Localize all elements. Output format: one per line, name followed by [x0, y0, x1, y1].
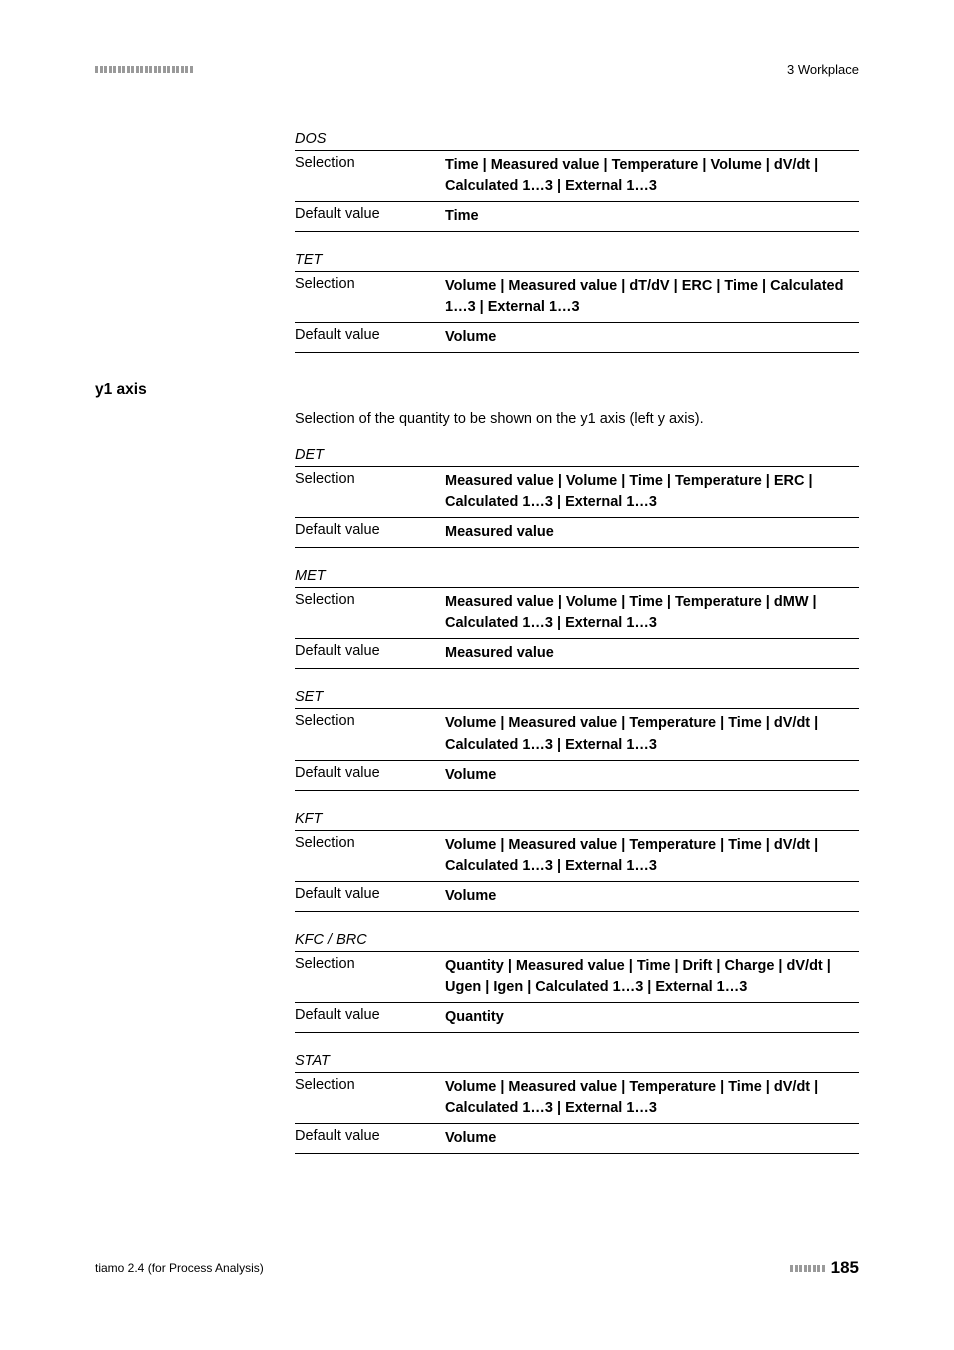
- divider: [295, 352, 859, 353]
- selection-label: Selection: [295, 592, 445, 608]
- selection-value: Time | Measured value | Temperature | Vo…: [445, 155, 859, 197]
- selection-label: Selection: [295, 956, 445, 972]
- page-header: 3 Workplace: [95, 62, 859, 77]
- section-description: Selection of the quantity to be shown on…: [295, 409, 859, 429]
- mode-label: MET: [295, 568, 859, 584]
- selection-value: Quantity | Measured value | Time | Drift…: [445, 956, 859, 998]
- mode-label: STAT: [295, 1053, 859, 1069]
- divider: [295, 1032, 859, 1033]
- selection-value: Volume | Measured value | Temperature | …: [445, 713, 859, 755]
- selection-label: Selection: [295, 835, 445, 851]
- block-kfc-brc: KFC / BRC Selection Quantity | Measured …: [295, 932, 859, 1033]
- selection-value: Volume | Measured value | dT/dV | ERC | …: [445, 276, 859, 318]
- mode-label: DET: [295, 447, 859, 463]
- default-label: Default value: [295, 765, 445, 781]
- divider: [295, 231, 859, 232]
- divider: [295, 790, 859, 791]
- default-label: Default value: [295, 1007, 445, 1023]
- default-value: Measured value: [445, 522, 859, 543]
- default-label: Default value: [295, 522, 445, 538]
- default-value: Volume: [445, 765, 859, 786]
- default-value: Quantity: [445, 1007, 859, 1028]
- block-stat: STAT Selection Volume | Measured value |…: [295, 1053, 859, 1154]
- selection-label: Selection: [295, 155, 445, 171]
- mode-label: SET: [295, 689, 859, 705]
- default-value: Volume: [445, 327, 859, 348]
- selection-label: Selection: [295, 471, 445, 487]
- block-met: MET Selection Measured value | Volume | …: [295, 568, 859, 669]
- section-heading-y1: y1 axis: [95, 381, 295, 399]
- divider: [295, 547, 859, 548]
- page-footer: tiamo 2.4 (for Process Analysis) 185: [95, 1258, 859, 1278]
- block-det: DET Selection Measured value | Volume | …: [295, 447, 859, 548]
- default-label: Default value: [295, 643, 445, 659]
- default-value: Time: [445, 206, 859, 227]
- selection-label: Selection: [295, 713, 445, 729]
- header-title: 3 Workplace: [787, 62, 859, 77]
- default-label: Default value: [295, 206, 445, 222]
- default-value: Volume: [445, 886, 859, 907]
- mode-label: DOS: [295, 131, 859, 147]
- block-tet: TET Selection Volume | Measured value | …: [295, 252, 859, 353]
- mode-label: KFC / BRC: [295, 932, 859, 948]
- page-number: 185: [831, 1258, 859, 1278]
- mode-label: TET: [295, 252, 859, 268]
- default-label: Default value: [295, 886, 445, 902]
- footer-left-text: tiamo 2.4 (for Process Analysis): [95, 1261, 264, 1275]
- decor-dashes-left: [95, 66, 193, 73]
- divider: [295, 1153, 859, 1154]
- divider: [295, 668, 859, 669]
- default-value: Measured value: [445, 643, 859, 664]
- block-dos: DOS Selection Time | Measured value | Te…: [295, 131, 859, 232]
- decor-dashes-right: [790, 1265, 825, 1272]
- selection-value: Measured value | Volume | Time | Tempera…: [445, 471, 859, 513]
- default-label: Default value: [295, 1128, 445, 1144]
- default-value: Volume: [445, 1128, 859, 1149]
- selection-value: Volume | Measured value | Temperature | …: [445, 1077, 859, 1119]
- mode-label: KFT: [295, 811, 859, 827]
- default-label: Default value: [295, 327, 445, 343]
- selection-label: Selection: [295, 276, 445, 292]
- selection-value: Measured value | Volume | Time | Tempera…: [445, 592, 859, 634]
- block-kft: KFT Selection Volume | Measured value | …: [295, 811, 859, 912]
- selection-label: Selection: [295, 1077, 445, 1093]
- selection-value: Volume | Measured value | Temperature | …: [445, 835, 859, 877]
- divider: [295, 911, 859, 912]
- block-set: SET Selection Volume | Measured value | …: [295, 689, 859, 790]
